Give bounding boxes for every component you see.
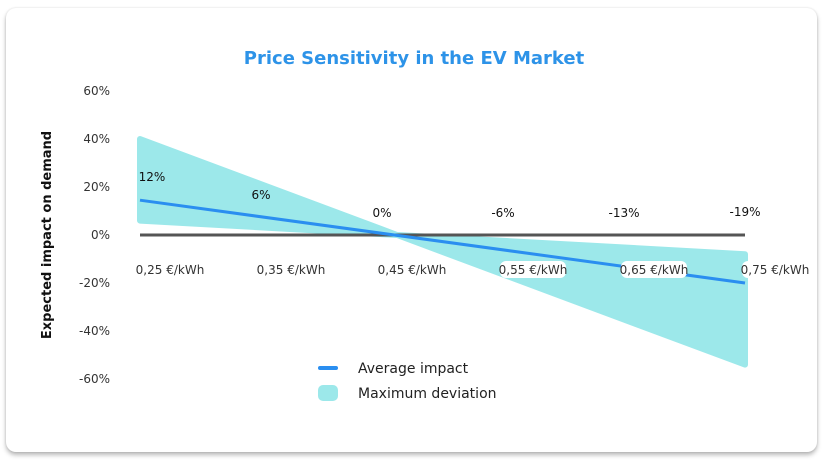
y-tick-label: 60%: [83, 84, 110, 98]
data-label: -13%: [608, 206, 639, 220]
x-tick-label: 0,45 €/kWh: [378, 263, 447, 277]
y-tick-label: -40%: [79, 324, 110, 338]
y-tick-label: 0%: [91, 228, 110, 242]
x-tick-label: 0,35 €/kWh: [257, 263, 326, 277]
x-axis-ticks: 0,25 €/kWh 0,35 €/kWh 0,45 €/kWh 0,55 €/kWh…: [136, 261, 810, 278]
x-tick-label: 0,25 €/kWh: [136, 263, 205, 277]
y-tick-label: -20%: [79, 276, 110, 290]
data-label: 6%: [251, 188, 270, 202]
legend-label-average-impact: Average impact: [358, 361, 469, 377]
data-label: 0%: [372, 206, 391, 220]
x-tick-background: [621, 261, 687, 278]
y-tick-label: 40%: [83, 132, 110, 146]
max-deviation-area: [137, 136, 748, 368]
x-tick: 0,25 €/kWh: [136, 261, 205, 278]
y-axis-ticks: 60% 40% 20% 0% -20% -40% -60%: [79, 84, 110, 386]
data-labels: 12% 6% 0% -6% -13% -19%: [139, 170, 761, 220]
x-tick-background: [742, 261, 808, 278]
legend: Average impact Maximum deviation: [318, 361, 497, 402]
x-tick: 0,45 €/kWh: [378, 261, 447, 278]
chart-title: Price Sensitivity in the EV Market: [244, 48, 585, 69]
x-tick: 0,35 €/kWh: [257, 261, 326, 278]
y-tick-label: -60%: [79, 372, 110, 386]
data-label: -19%: [729, 205, 760, 219]
x-tick: 0,55 €/kWh: [499, 261, 568, 278]
x-tick-background: [500, 261, 566, 278]
y-tick-label: 20%: [83, 180, 110, 194]
x-tick: 0,75 €/kWh: [741, 261, 810, 278]
x-tick-background: [258, 261, 324, 278]
chart-card: [6, 8, 817, 452]
x-tick: 0,65 €/kWh: [620, 261, 689, 278]
x-tick-label: 0,65 €/kWh: [620, 263, 689, 277]
legend-swatch-average-impact: [318, 366, 338, 370]
legend-swatch-maximum-deviation: [318, 385, 338, 401]
x-tick-label: 0,75 €/kWh: [741, 263, 810, 277]
x-tick-background: [379, 261, 445, 278]
legend-label-maximum-deviation: Maximum deviation: [358, 386, 497, 402]
y-axis-label: Expected impact on demand: [40, 131, 55, 339]
data-label: -6%: [491, 206, 514, 220]
data-label: 12%: [139, 170, 166, 184]
x-tick-background: [137, 261, 203, 278]
x-tick-label: 0,55 €/kWh: [499, 263, 568, 277]
